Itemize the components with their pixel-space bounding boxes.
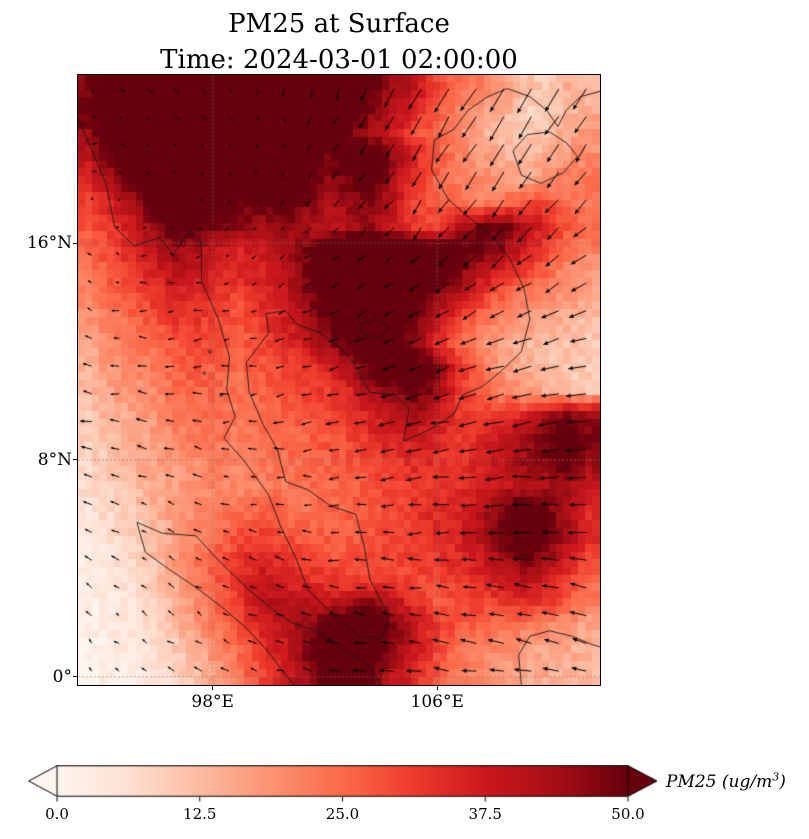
x-tick-label: 98°E (191, 692, 234, 712)
axis-tick-mark (436, 685, 438, 690)
colorbar-label-sup: 3 (772, 770, 780, 783)
axis-tick-mark (73, 242, 78, 244)
y-tick-label: 0° (52, 666, 72, 687)
colorbar-tick-label: 50.0 (611, 805, 645, 823)
axis-tick-mark (73, 676, 78, 678)
colorbar-label: PM25 (ug/m3) (666, 770, 786, 792)
plot-title-line-2: Time: 2024-03-01 02:00:00 (160, 45, 518, 75)
colorbar-tick-label: 25.0 (325, 805, 360, 823)
plot-title: PM25 at Surface Time: 2024-03-01 02:00:0… (78, 6, 600, 78)
colorbar-tick-label: 12.5 (183, 805, 217, 823)
x-tick-label: 106°E (410, 692, 464, 712)
colorbar-label-close: ) (779, 771, 786, 792)
plot-title-line-1: PM25 at Surface (228, 9, 450, 39)
axis-tick-mark (212, 685, 214, 690)
colorbar-label-text: PM25 (ug/m (666, 771, 773, 792)
colorbar-tick-label: 37.5 (468, 805, 502, 823)
map-axes (77, 74, 601, 686)
colorbar-tick-label: 0.0 (45, 805, 69, 823)
y-tick-label: 8°N (37, 449, 72, 470)
pm25-heatmap-canvas (78, 75, 600, 685)
y-tick-label: 16°N (26, 233, 72, 254)
axis-tick-mark (73, 459, 78, 461)
colorbar (28, 765, 658, 803)
